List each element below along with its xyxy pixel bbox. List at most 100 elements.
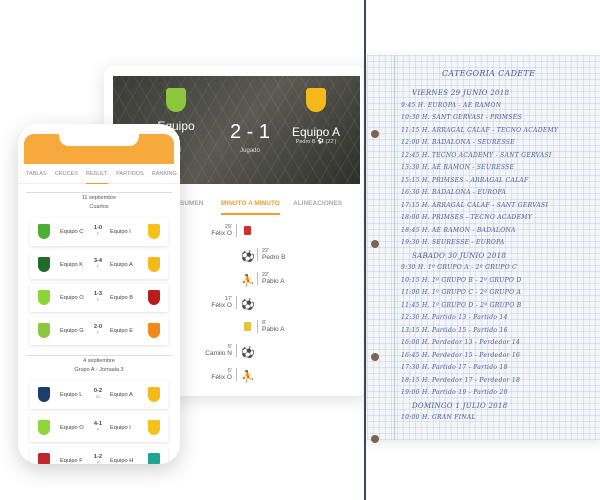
away-shield-icon	[148, 453, 160, 464]
home-shield-icon	[38, 323, 50, 338]
event-player: Pedro B	[262, 254, 286, 261]
tab-cruces[interactable]: CRUCES	[54, 171, 78, 177]
away-team[interactable]: Equipo A Pedro B ⚽ (22')	[281, 88, 351, 145]
match-state: F	[96, 297, 100, 302]
notebook-line: 10:30 H. SANT GERVASI - PRIMSES	[401, 114, 522, 121]
score-value: 2-0	[93, 324, 103, 330]
phone-tabs: TABLAS CRUCES RESULT. PARTIDOS RANKING	[18, 164, 180, 184]
ball-icon: ⚽	[241, 299, 255, 311]
tab-tablas[interactable]: TABLAS	[26, 171, 47, 177]
event-player: Félix O	[211, 374, 232, 381]
ball-icon: ⚽	[241, 251, 255, 263]
notebook-line: 10:00 H. GRAN FINAL	[401, 414, 476, 421]
red-card-icon	[241, 226, 253, 238]
match-score: 3-4 F	[92, 258, 104, 269]
away-team: Equipo B	[110, 295, 134, 301]
home-shield-icon	[38, 257, 50, 272]
event-away: 22' Pedro B	[257, 248, 286, 261]
event-home: 5' Félix O	[211, 368, 237, 381]
match-score: 1-0 F	[92, 225, 104, 236]
event-player: Félix O	[211, 230, 232, 237]
notebook-line: 11:45 H. 1º GRUPO D - 2º GRUPO B	[401, 301, 522, 309]
notebook-margin	[394, 55, 395, 440]
phone-notch	[59, 132, 139, 146]
event-away: 22' Pablo A	[257, 272, 284, 285]
away-team: Equipo I	[110, 229, 131, 235]
event-minute: 5'	[227, 368, 232, 374]
punch-hole	[371, 353, 379, 361]
notebook-line: 16:30 H. BADALONA - EUROPA	[401, 189, 506, 196]
handwritten-notebook: CATEGORIA CADETE VIERNES 29 JUNIO 2018 9:…	[367, 55, 600, 443]
match-row[interactable]: Equipo O 4-1 F Equipo I	[30, 414, 168, 442]
punch-hole	[371, 240, 379, 248]
away-shield-icon	[148, 224, 160, 239]
notebook-line: 17:15 H. ARRAGAL CALAF - SANT GERVASI	[401, 201, 549, 209]
match-row[interactable]: Equipo F 1-2 F Equipo H	[30, 447, 168, 464]
notebook-line: 9:45 H. EUROPA - AE RAMON	[401, 101, 502, 109]
notebook-line: DOMINGO 1 JULIO 2018	[412, 401, 508, 410]
notebook-line: 12:00 H. BADALONA - SEURESSE	[401, 139, 515, 146]
notebook-line: 13:30 H. AE RAMON - SEURESSE	[401, 164, 515, 171]
away-team: Equipo A	[110, 262, 133, 268]
tab-partidos[interactable]: PARTIDOS	[116, 171, 144, 177]
tab-resumen[interactable]: RESUMEN	[171, 200, 204, 207]
home-shield-icon	[38, 387, 50, 402]
event-minute: 17'	[224, 296, 232, 302]
score-value: 0-2	[93, 388, 103, 394]
punch-hole	[371, 435, 379, 443]
home-team: Equipo O	[60, 295, 84, 301]
event-player: Camilo N	[205, 350, 232, 357]
notebook-title: CATEGORIA CADETE	[442, 69, 536, 78]
match-row[interactable]: Equipo L 0-2 DI Equipo A	[30, 381, 168, 409]
match-tabs: RESUMEN MINUTO A MINUTO ALINEACIONES	[113, 194, 360, 216]
notebook-line: 18:45 H. AE RAMON - BADALONA	[401, 226, 516, 234]
tab-alineaciones[interactable]: ALINEACIONES	[293, 200, 343, 207]
notebook-line: 16:00 H. Perdedor 13 - Perdedor 14	[401, 339, 521, 346]
event-minute: 22'	[262, 272, 270, 278]
divider-line	[364, 0, 366, 500]
score-value: 1-3	[93, 291, 103, 297]
notebook-line: 13:15 H. Partido 15 - Partido 16	[401, 326, 508, 334]
away-shield-icon	[148, 387, 160, 402]
away-shield-icon	[148, 290, 160, 305]
away-team: Equipo E	[110, 328, 134, 334]
home-team: Equipo O	[60, 425, 84, 431]
home-shield-icon	[38, 290, 50, 305]
tab-minuto-a-minuto[interactable]: MINUTO A MINUTO	[221, 200, 280, 215]
tab-ranking[interactable]: RANKING	[151, 171, 177, 177]
match-score: 0-2 DI	[92, 388, 104, 399]
event-minute: 5'	[227, 344, 232, 350]
match-row[interactable]: Equipo C 1-0 F Equipo I	[30, 218, 168, 246]
notebook-line: 19:00 H. Partido 19 - Partido 20	[401, 389, 508, 396]
match-row[interactable]: Equipo O 1-3 F Equipo B	[30, 284, 168, 312]
ball-icon: ⚽	[241, 347, 255, 359]
section-date: 4 septiembre	[26, 355, 172, 364]
home-team: Equipo F	[60, 458, 83, 464]
section-round: Cuartos	[89, 204, 109, 210]
home-shield-icon	[38, 420, 50, 435]
section-date: 11 septiembre	[26, 192, 172, 201]
match-score: 2 - 1	[229, 121, 271, 143]
away-team: Equipo I	[110, 425, 131, 431]
match-row[interactable]: Equipo G 2-0 F Equipo E	[30, 317, 168, 345]
away-team: Equipo A	[110, 392, 133, 398]
event-home: 5' Camilo N	[205, 344, 237, 357]
notebook-line: 10:15 H. 1º GRUPO B - 2º GRUPO D	[401, 276, 522, 284]
match-state: DI	[96, 394, 100, 399]
event-minute: 22'	[262, 248, 270, 254]
event-player: Félix O	[211, 302, 232, 309]
away-shield-icon	[148, 323, 160, 338]
punch-hole	[371, 130, 379, 138]
tab-result[interactable]: RESULT.	[85, 171, 109, 184]
match-status: Jugado	[240, 148, 260, 154]
score-value: 1-0	[93, 225, 103, 231]
notebook-line: 17:30 H. Partido 17 - Partido 18	[401, 364, 508, 371]
results-list: 11 septiembre Cuartos Equipo C 1-0 F Equip…	[18, 192, 180, 464]
match-score: 1-3 F	[92, 291, 104, 302]
home-shield-icon	[166, 88, 186, 112]
match-row[interactable]: Equipo K 3-4 F Equipo A	[30, 251, 168, 279]
match-score: 2-0 F	[92, 324, 104, 335]
notebook-line: 9:30 H. 1º GRUPO A - 2º GRUPO C	[401, 264, 518, 271]
notebook-line: 18:15 H. Perdedor 17 - Perdedor 18	[401, 376, 521, 384]
home-team: Equipo L	[60, 392, 83, 398]
